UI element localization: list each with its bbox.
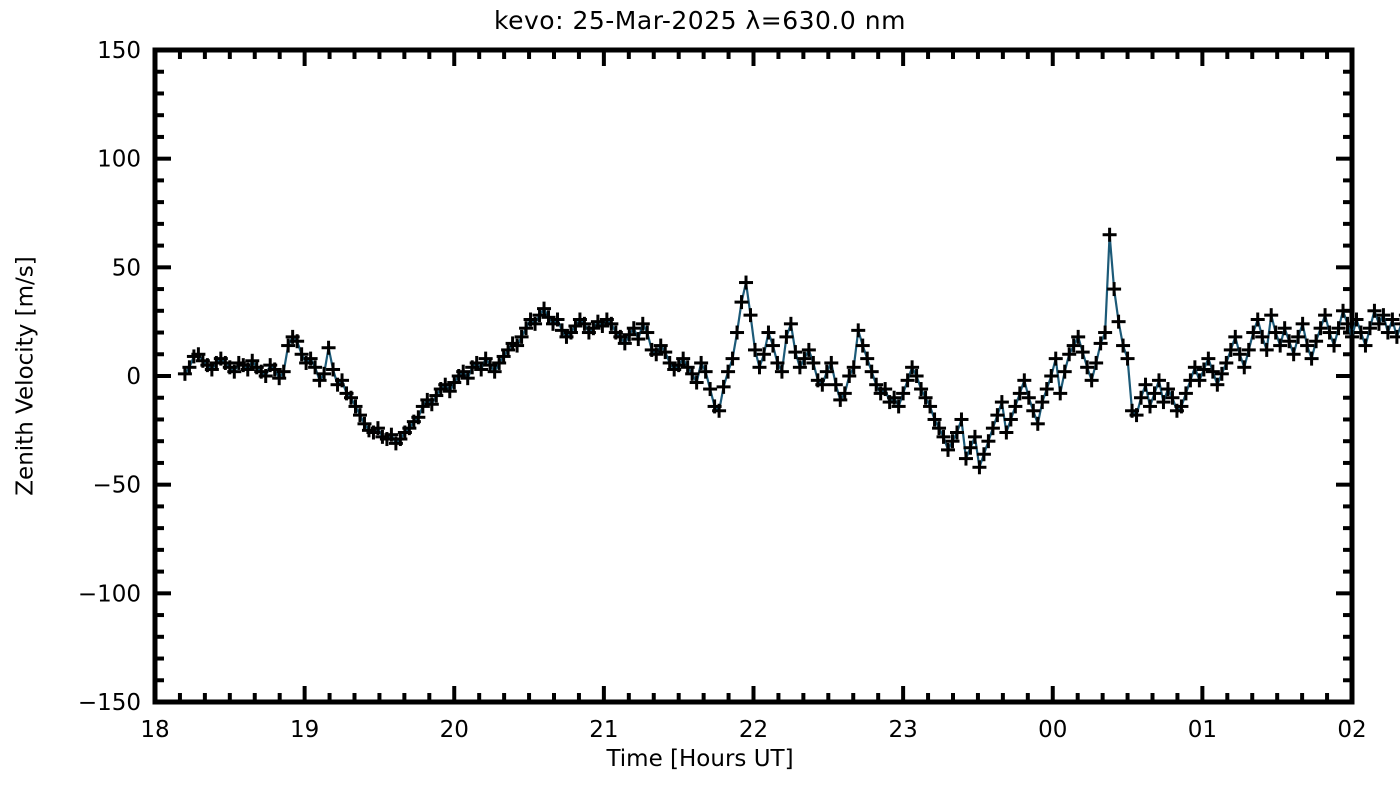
- x-tick-label: 18: [140, 717, 169, 743]
- data-series-markers: [177, 227, 1400, 475]
- plot-title: kevo: 25-Mar-2025 λ=630.0 nm: [494, 6, 906, 35]
- x-tick-label: 23: [888, 717, 917, 743]
- y-tick-label: −150: [78, 690, 141, 716]
- x-tick-label: 20: [440, 717, 469, 743]
- y-axis-tick-labels: −150 −100 −50 0 50 100 150: [78, 38, 141, 716]
- y-tick-label: 150: [97, 38, 141, 64]
- x-tick-label: 22: [739, 717, 768, 743]
- x-tick-label: 02: [1337, 717, 1366, 743]
- x-axis-tick-labels: 18 19 20 21 22 23 00 01 02: [140, 717, 1366, 743]
- x-axis-label: Time [Hours UT]: [606, 746, 794, 772]
- x-tick-label: 21: [589, 717, 618, 743]
- x-axis-ticks: [153, 50, 1354, 702]
- y-tick-label: −50: [92, 473, 141, 499]
- y-tick-label: 100: [97, 147, 141, 173]
- y-tick-label: −100: [78, 581, 141, 607]
- x-tick-label: 19: [290, 717, 319, 743]
- y-tick-label: 50: [112, 255, 141, 281]
- x-tick-label: 00: [1038, 717, 1067, 743]
- y-tick-label: 0: [126, 364, 141, 390]
- x-tick-label: 01: [1188, 717, 1217, 743]
- y-axis-ticks: [155, 48, 1352, 704]
